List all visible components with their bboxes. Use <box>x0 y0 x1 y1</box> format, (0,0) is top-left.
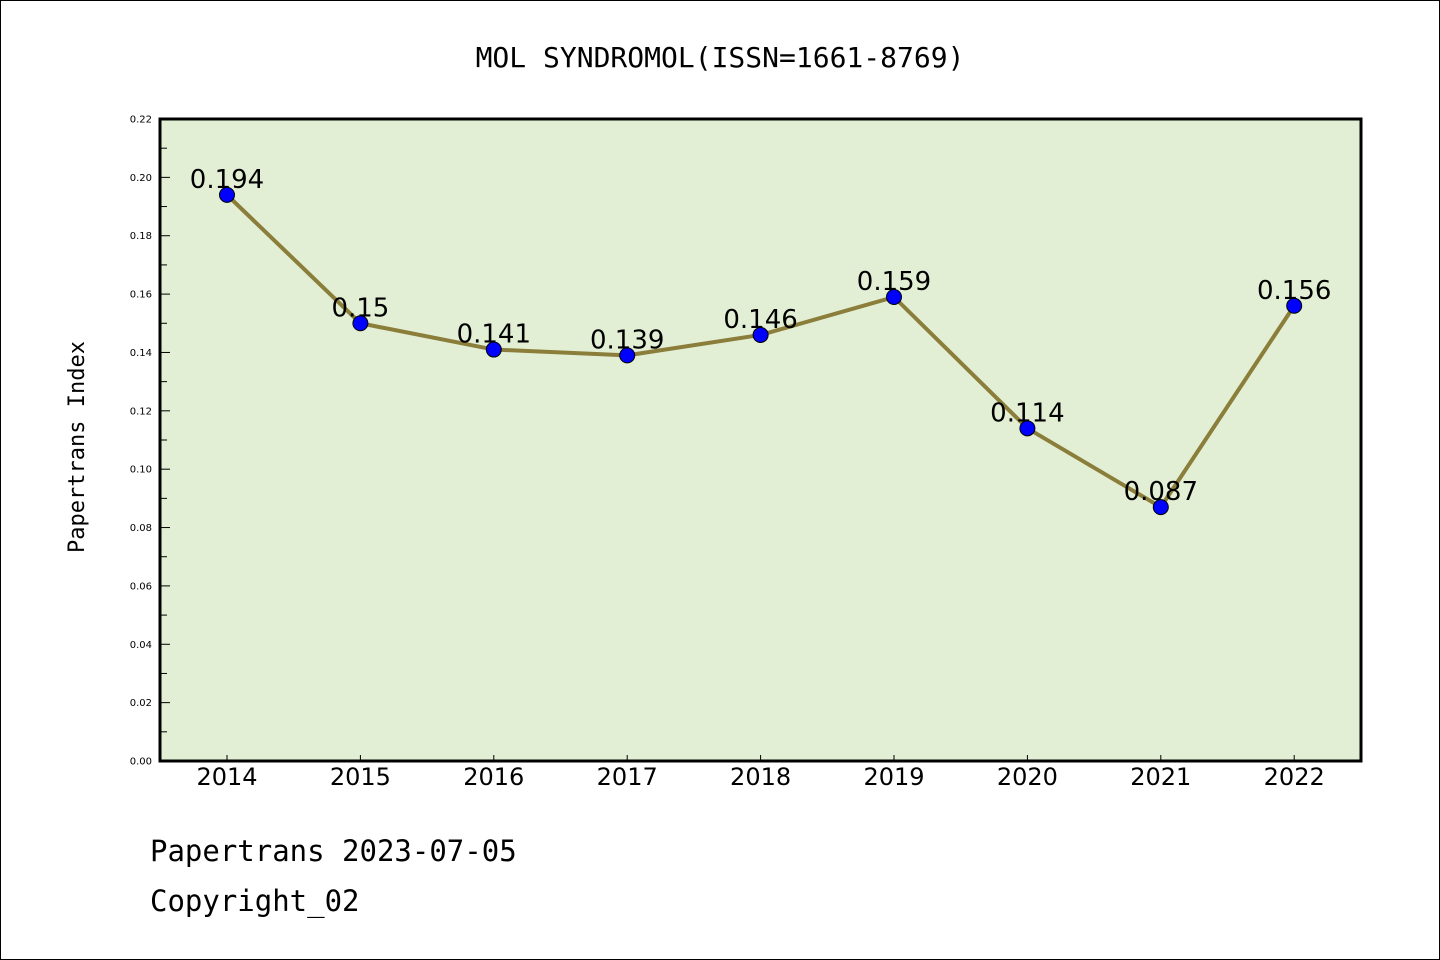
y-tick-label: 0.04 <box>130 640 152 651</box>
y-tick-label: 0.08 <box>130 523 152 534</box>
data-label-2019: 0.159 <box>857 267 931 297</box>
data-point-2019 <box>886 289 902 306</box>
data-point-2014 <box>219 186 235 203</box>
y-axis-ticks: 0.00 0.02 0.04 0.06 0.08 0.10 0.12 0.14 0.16 0.18… <box>130 115 170 768</box>
data-point-2016 <box>485 341 502 358</box>
data-point-2018 <box>752 326 769 343</box>
x-tick-label: 2016 <box>463 763 524 791</box>
y-tick-label: 0.06 <box>130 581 152 592</box>
footer-source-line: Papertrans 2023-07-05 <box>150 834 517 868</box>
x-tick-label: 2020 <box>997 763 1058 791</box>
x-axis-ticks: 2014 2015 2016 2017 2018 2019 2020 2021 2022 <box>196 755 1325 791</box>
y-tick-label: 0.16 <box>130 290 152 301</box>
x-tick-label: 2021 <box>1130 763 1191 791</box>
x-tick-label: 2022 <box>1264 763 1325 791</box>
data-label-2018: 0.146 <box>723 305 797 335</box>
footer-copyright: Copyright_02 <box>150 884 360 918</box>
x-tick-label: 2014 <box>196 763 257 791</box>
x-tick-label: 2018 <box>730 763 791 791</box>
y-tick-label: 0.10 <box>130 465 152 476</box>
data-label-2021: 0.087 <box>1124 477 1198 507</box>
x-tick-label: 2015 <box>330 763 391 791</box>
series-group: 0.194 0.15 0.141 0.139 0.146 0.159 0.114 0.087 0… <box>190 165 1331 516</box>
x-tick-label: 2017 <box>597 763 658 791</box>
plot-area <box>160 119 1361 761</box>
data-point-2020 <box>1019 420 1036 437</box>
data-label-2017: 0.139 <box>590 325 664 355</box>
data-label-2020: 0.114 <box>990 398 1064 428</box>
y-tick-label: 0.20 <box>130 173 152 184</box>
data-point-2022 <box>1286 297 1303 314</box>
chart-title: MOL SYNDROMOL(ISSN=1661-8769) <box>476 41 965 74</box>
plot-border <box>158 117 1363 763</box>
y-tick-label: 0.00 <box>130 757 152 768</box>
data-point-2017 <box>619 347 636 364</box>
data-point-2021 <box>1152 499 1169 516</box>
y-tick-label: 0.18 <box>130 231 152 242</box>
data-label-2015: 0.15 <box>331 293 389 323</box>
x-tick-label: 2019 <box>863 763 924 791</box>
y-tick-label: 0.22 <box>130 115 152 126</box>
y-axis-label: Papertrans Index <box>65 341 90 553</box>
y-tick-label: 0.02 <box>130 698 152 709</box>
y-tick-label: 0.14 <box>130 348 152 359</box>
data-label-2016: 0.141 <box>457 320 531 350</box>
y-tick-label: 0.12 <box>130 406 152 417</box>
data-label-2014: 0.194 <box>190 165 264 195</box>
data-point-2015 <box>352 315 369 332</box>
data-label-2022: 0.156 <box>1257 276 1331 306</box>
